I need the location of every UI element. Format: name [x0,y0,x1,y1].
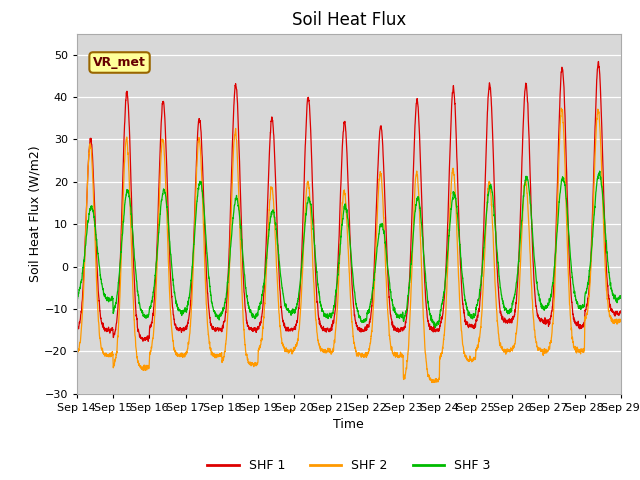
SHF 2 [471,355,479,361]
Line: SHF 3: SHF 3 [77,171,621,328]
SHF 1 [73,325,81,331]
SHF 3 [617,294,625,300]
SHF 1 [171,321,179,327]
SHF 2 [441,327,449,333]
SHF 1 [329,323,337,329]
SHF 3 [502,305,509,311]
SHF 3 [471,312,479,317]
Legend: SHF 1, SHF 2, SHF 3: SHF 1, SHF 2, SHF 3 [202,455,495,477]
SHF 2 [502,348,509,354]
SHF 1 [471,322,479,327]
SHF 3 [431,325,439,331]
SHF 1 [145,338,152,344]
SHF 3 [328,310,336,316]
SHF 1 [595,59,602,64]
SHF 1 [616,310,624,315]
Text: VR_met: VR_met [93,56,146,69]
SHF 2 [616,318,624,324]
SHF 3 [616,295,624,300]
SHF 3 [441,286,449,292]
SHF 2 [557,105,565,111]
SHF 2 [617,318,625,324]
SHF 1 [502,320,509,326]
SHF 3 [171,289,179,295]
SHF 2 [428,380,436,385]
Line: SHF 2: SHF 2 [77,108,621,383]
Line: SHF 1: SHF 1 [77,61,621,341]
SHF 3 [73,292,81,298]
SHF 2 [328,348,336,353]
SHF 1 [617,309,625,315]
Y-axis label: Soil Heat Flux (W/m2): Soil Heat Flux (W/m2) [29,145,42,282]
SHF 3 [596,168,604,174]
Title: Soil Heat Flux: Soil Heat Flux [292,11,406,29]
SHF 1 [441,290,449,296]
X-axis label: Time: Time [333,418,364,431]
SHF 2 [171,348,179,353]
SHF 2 [73,351,81,357]
